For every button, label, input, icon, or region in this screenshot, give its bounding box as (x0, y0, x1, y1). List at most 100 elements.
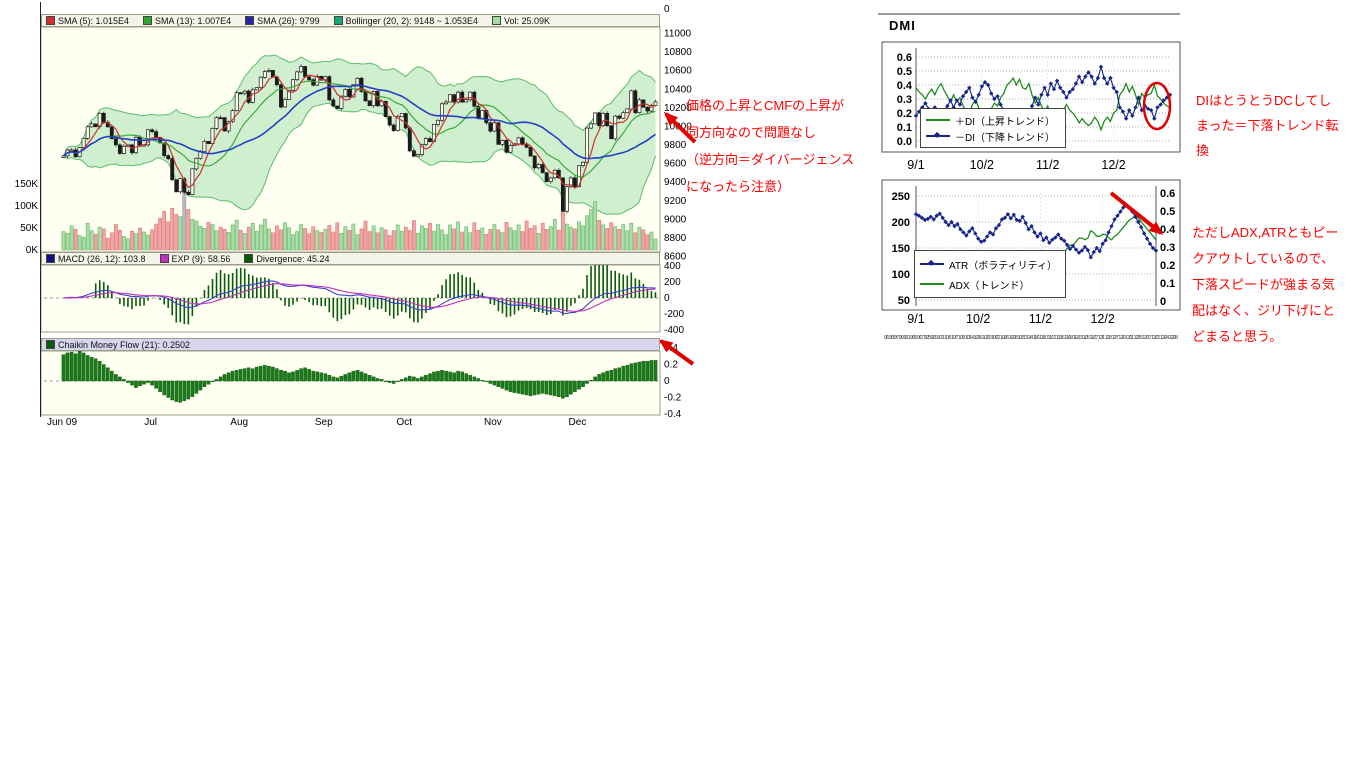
svg-text:0.2: 0.2 (1160, 260, 1175, 272)
annotation-line: 下落スピードが強まる気 (1192, 277, 1336, 292)
svg-text:0.3: 0.3 (897, 94, 912, 106)
svg-text:0: 0 (1160, 296, 1166, 308)
svg-text:100: 100 (892, 269, 910, 281)
svg-text:0.5: 0.5 (1160, 206, 1175, 218)
sma13-swatch-icon (143, 16, 153, 25)
svg-text:12/2: 12/2 (1101, 158, 1125, 172)
atr-legend-box: ◆ ATR（ボラティリティ） ◆ ADX（トレンド） (914, 250, 1066, 298)
legend-item-sma26: SMA (26): 9799 (245, 16, 320, 26)
annotation-line: クアウトしているので、 (1192, 251, 1335, 266)
svg-text:-400: -400 (664, 325, 684, 336)
annotation-line: ただしADX,ATRともピー (1192, 225, 1339, 240)
bollinger-label: Bollinger (20, 2): 9148 ~ 1.053E4 (345, 15, 478, 26)
svg-text:Jun 09: Jun 09 (47, 417, 77, 428)
svg-text:10/2: 10/2 (966, 312, 990, 326)
annotation-line: どまると思う。 (1192, 329, 1283, 344)
svg-text:150K: 150K (15, 179, 39, 190)
svg-text:10/2: 10/2 (970, 158, 994, 172)
svg-text:Nov: Nov (484, 417, 502, 428)
svg-text:11000: 11000 (664, 29, 692, 40)
sma26-label: SMA (26): 9799 (257, 15, 320, 26)
svg-text:9200: 9200 (664, 196, 687, 207)
svg-text:150: 150 (892, 243, 910, 255)
svg-text:9/1: 9/1 (907, 158, 924, 172)
svg-text:11/2: 11/2 (1029, 312, 1052, 326)
legend-item-sma5: SMA (5): 1.015E4 (46, 16, 129, 26)
annotation-cmf-note: 価格の上昇とCMFの上昇が 同方向なので問題なし （逆方向＝ダイバージェンス に… (686, 92, 854, 200)
atr-legend-adx: ◆ ADX（トレンド） (920, 277, 1060, 292)
annotation-line: 価格の上昇とCMFの上昇が (686, 98, 845, 113)
svg-text:0: 0 (664, 293, 670, 304)
svg-text:Jul: Jul (144, 417, 157, 428)
red-annotations (1109, 81, 1172, 235)
svg-text:10200: 10200 (664, 103, 692, 114)
legend-item-vol: Vol: 25.09K (491, 15, 551, 26)
svg-text:9600: 9600 (664, 159, 687, 170)
legend-item-macd: MACD (26, 12): 103.8 (46, 254, 146, 264)
sma5-label: SMA (5): 1.015E4 (58, 15, 130, 26)
svg-text:0.4: 0.4 (1160, 224, 1176, 236)
svg-text:100K: 100K (15, 201, 39, 212)
bollinger-swatch-icon (333, 16, 343, 25)
annotation-line: 換 (1196, 143, 1210, 158)
svg-text:0.6: 0.6 (1160, 188, 1175, 200)
macd-plot (44, 265, 658, 325)
dmi-legend-minus-di: ◆ －DI（下降トレンド） (926, 129, 1060, 144)
svg-text:200: 200 (664, 277, 681, 288)
svg-text:0K: 0K (26, 245, 39, 256)
svg-text:Dec: Dec (569, 417, 587, 428)
svg-text:-0.4: -0.4 (664, 409, 682, 420)
svg-text:0: 0 (664, 376, 670, 387)
exp-label: EXP (9): 58.56 (171, 253, 231, 264)
atr-label: ATR（ボラティリティ） (949, 260, 1058, 272)
svg-text:50K: 50K (20, 223, 38, 234)
minus-di-line-icon: ◆ (926, 130, 950, 141)
annotation-line: （逆方向＝ダイバージェンス (686, 152, 855, 167)
svg-text:400: 400 (664, 261, 681, 272)
cmf-swatch-icon (46, 340, 55, 349)
annotation-line: DIはとうとうDCしてし (1196, 93, 1332, 108)
svg-text:0.1: 0.1 (1160, 278, 1175, 290)
volume-bars (61, 179, 658, 251)
vol-label: Vol: 25.09K (503, 15, 551, 26)
bollinger-band (63, 54, 656, 215)
svg-text:9800: 9800 (664, 140, 687, 151)
dmi-legend-box: ◆ ＋DI（上昇トレンド） ◆ －DI（下降トレンド） (920, 108, 1066, 148)
red-annotation-arrows (658, 111, 697, 366)
exp-swatch-icon (159, 254, 169, 263)
svg-text:0.2: 0.2 (664, 360, 678, 371)
atr-legend-atr: ◆ ATR（ボラティリティ） (920, 257, 1060, 272)
atr-line-icon: ◆ (920, 258, 944, 269)
svg-text:0.3: 0.3 (1160, 242, 1175, 254)
adx-label: ADX（トレンド） (949, 280, 1030, 292)
svg-text:50: 50 (898, 295, 910, 307)
legend-item-sma13: SMA (13): 1.007E4 (143, 16, 231, 26)
macd-label: MACD (26, 12): 103.8 (58, 253, 146, 264)
price-legend-bar: SMA (5): 1.015E4 SMA (13): 1.007E4 SMA (… (41, 14, 660, 27)
legend-item-divergence: Divergence: 45.24 (244, 254, 329, 264)
plus-di-label: ＋DI（上昇トレンド） (955, 116, 1055, 128)
svg-text:Oct: Oct (397, 417, 413, 428)
svg-text:0.0: 0.0 (897, 136, 912, 148)
annotation-line: まった＝下落トレンド転 (1196, 118, 1339, 133)
cmf-label: Chaikin Money Flow (21): 0.2502 (58, 339, 191, 350)
svg-text:0.5: 0.5 (897, 66, 912, 78)
annotation-line: 同方向なので問題なし (686, 125, 817, 140)
svg-text:10400: 10400 (664, 84, 692, 95)
svg-text:8800: 8800 (664, 233, 687, 244)
svg-text:250: 250 (892, 191, 910, 203)
vol-swatch-icon (491, 16, 501, 25)
cmf-legend-bar: Chaikin Money Flow (21): 0.2502 (41, 338, 660, 351)
annotation-line: 配はなく、ジリ下げにと (1192, 303, 1336, 318)
annotation-dc-note: DIはとうとうDCしてし まった＝下落トレンド転 換 (1196, 88, 1338, 163)
minus-di-label: －DI（下降トレンド） (955, 132, 1055, 144)
sma5-swatch-icon (46, 16, 55, 25)
divergence-label: Divergence: 45.24 (256, 253, 330, 264)
svg-text:9000: 9000 (664, 214, 687, 225)
svg-text:0.2: 0.2 (897, 108, 912, 120)
sma13-label: SMA (13): 1.007E4 (155, 15, 232, 26)
legend-item-exp: EXP (9): 58.56 (159, 253, 231, 264)
svg-text:10800: 10800 (664, 47, 692, 58)
svg-text:8600: 8600 (664, 252, 687, 263)
svg-text:-200: -200 (664, 309, 684, 320)
